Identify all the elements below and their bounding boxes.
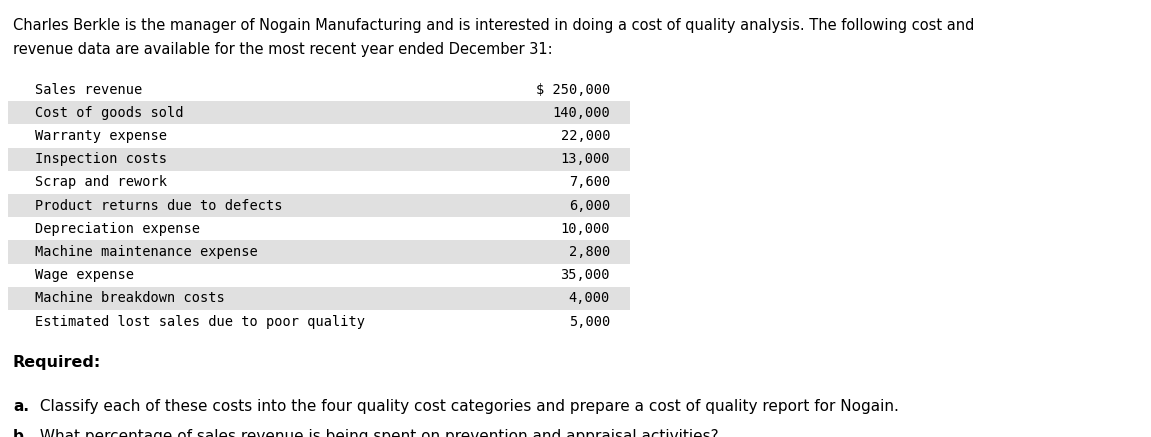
Text: 7,600: 7,600: [569, 175, 610, 189]
Text: Cost of goods sold: Cost of goods sold: [35, 106, 183, 120]
Text: 2,800: 2,800: [569, 245, 610, 259]
Text: 140,000: 140,000: [552, 106, 610, 120]
Bar: [8, 101, 630, 125]
Bar: [8, 148, 630, 171]
Text: a.: a.: [13, 399, 29, 414]
Text: Estimated lost sales due to poor quality: Estimated lost sales due to poor quality: [35, 315, 365, 329]
Text: 35,000: 35,000: [561, 268, 610, 282]
Text: Scrap and rework: Scrap and rework: [35, 175, 167, 189]
Text: 4,000: 4,000: [569, 291, 610, 305]
Text: 22,000: 22,000: [561, 129, 610, 143]
Text: Product returns due to defects: Product returns due to defects: [35, 198, 282, 212]
Text: 13,000: 13,000: [561, 152, 610, 166]
Text: Classify each of these costs into the four quality cost categories and prepare a: Classify each of these costs into the fo…: [35, 399, 899, 414]
Text: Wage expense: Wage expense: [35, 268, 134, 282]
Text: Machine breakdown costs: Machine breakdown costs: [35, 291, 224, 305]
Text: 10,000: 10,000: [561, 222, 610, 236]
Bar: [8, 287, 630, 310]
Text: What percentage of sales revenue is being spent on prevention and appraisal acti: What percentage of sales revenue is bein…: [35, 429, 718, 437]
Text: Required:: Required:: [13, 355, 101, 370]
Bar: [8, 194, 630, 217]
Text: revenue data are available for the most recent year ended December 31:: revenue data are available for the most …: [13, 42, 552, 57]
Text: b.: b.: [13, 429, 30, 437]
Text: Inspection costs: Inspection costs: [35, 152, 167, 166]
Text: Sales revenue: Sales revenue: [35, 83, 143, 97]
Text: Charles Berkle is the manager of Nogain Manufacturing and is interested in doing: Charles Berkle is the manager of Nogain …: [13, 18, 975, 33]
Bar: [8, 240, 630, 264]
Text: Machine maintenance expense: Machine maintenance expense: [35, 245, 258, 259]
Text: Warranty expense: Warranty expense: [35, 129, 167, 143]
Text: Depreciation expense: Depreciation expense: [35, 222, 200, 236]
Text: $ 250,000: $ 250,000: [535, 83, 610, 97]
Text: 5,000: 5,000: [569, 315, 610, 329]
Text: 6,000: 6,000: [569, 198, 610, 212]
